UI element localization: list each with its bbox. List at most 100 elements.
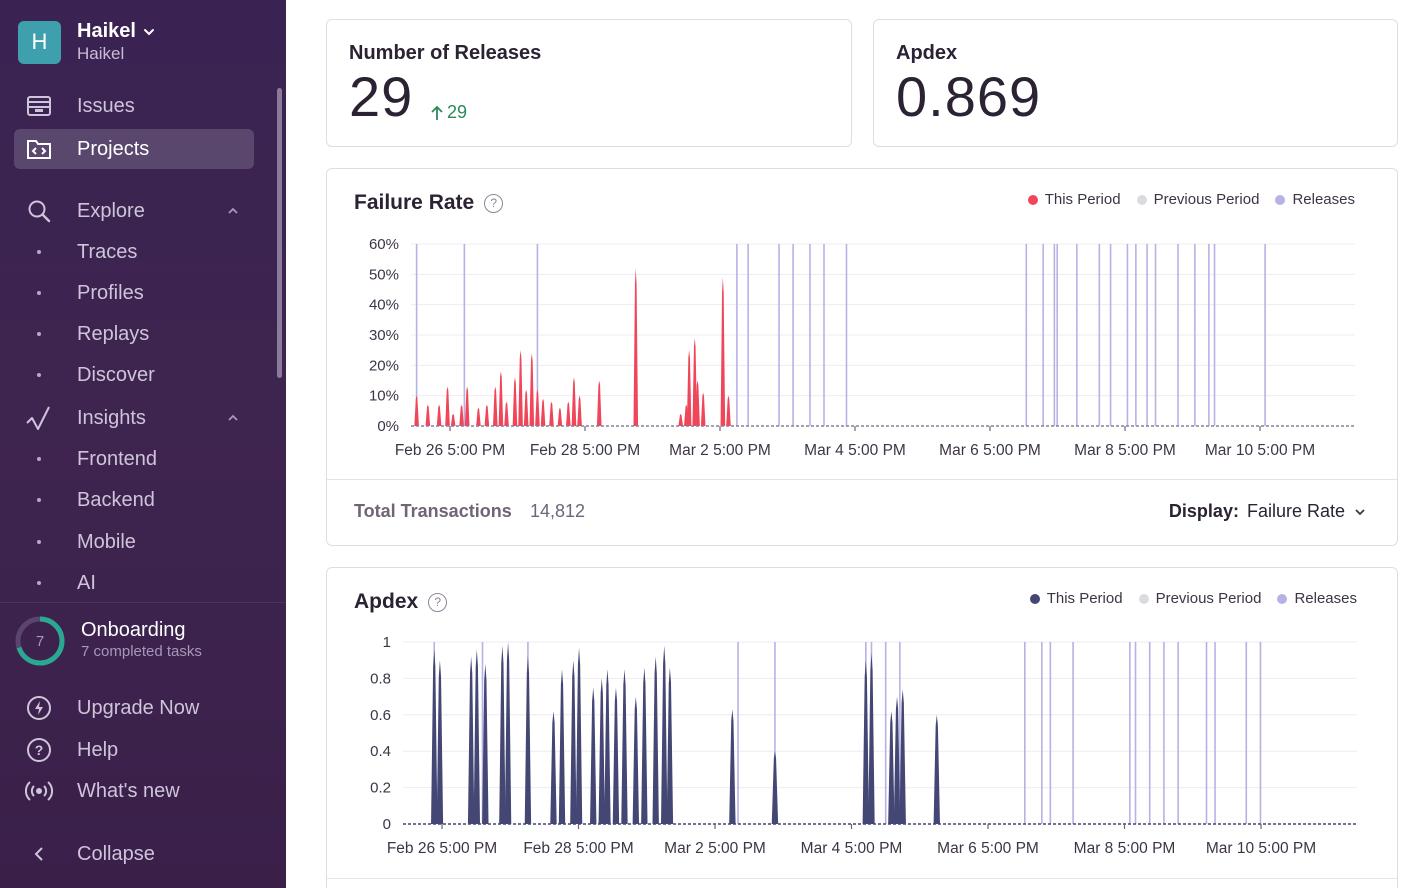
projects-icon xyxy=(14,137,64,161)
apdex-legend: This Period Previous Period Releases xyxy=(1014,590,1357,607)
x-tick-label: Mar 6 5:00 PM xyxy=(937,840,1039,857)
data-spike xyxy=(499,645,506,824)
data-spike xyxy=(899,689,906,824)
failure-rate-card: Failure Rate ? This Period Previous Peri… xyxy=(326,168,1398,546)
sidebar-item-label: Frontend xyxy=(77,447,158,470)
legend-item-releases[interactable]: Releases xyxy=(1275,191,1355,208)
y-tick-label: 20% xyxy=(369,357,399,374)
scrollbar-thumb[interactable] xyxy=(277,88,282,378)
failure-rate-chart[interactable]: 60% 50% 40% 30% 20% 10% 0% Feb 26 5:00 PM Feb 28… xyxy=(327,169,1399,479)
data-spike xyxy=(425,404,431,426)
legend-label: Previous Period xyxy=(1153,191,1260,208)
data-spike xyxy=(641,667,648,824)
data-spike xyxy=(862,660,870,824)
legend-item-previous-period[interactable]: Previous Period xyxy=(1136,191,1260,208)
failure-rate-title-text: Failure Rate xyxy=(354,191,475,214)
sidebar-item-label: Discover xyxy=(77,363,155,386)
x-tick-label: Mar 2 5:00 PM xyxy=(669,442,771,459)
legend-item-releases[interactable]: Releases xyxy=(1277,590,1357,607)
data-spike xyxy=(467,656,475,824)
data-spike xyxy=(512,377,518,426)
display-dropdown[interactable]: Display: Failure Rate xyxy=(1169,501,1367,522)
data-spike xyxy=(633,268,639,426)
bullet-dot xyxy=(37,332,41,336)
help-icon[interactable]: ? xyxy=(484,193,504,213)
failure-chart-footer: Total Transactions 14,812 Display: Failu… xyxy=(327,479,1397,545)
data-spike xyxy=(498,371,504,426)
legend-label: This Period xyxy=(1046,590,1123,607)
apdex-card: Apdex ? This Period Previous Period Rele… xyxy=(326,567,1398,888)
x-tick-label: Mar 4 5:00 PM xyxy=(801,840,903,857)
sidebar-item-explore[interactable]: Explore xyxy=(14,191,254,231)
sidebar-scrollbar[interactable] xyxy=(276,84,282,596)
apdex-stat-card: Apdex 0.869 xyxy=(873,19,1398,147)
legend-item-this-period[interactable]: This Period xyxy=(1029,590,1123,607)
org-switcher[interactable]: H Haikel Haikel xyxy=(18,20,156,64)
x-tick-label: Mar 8 5:00 PM xyxy=(1074,840,1176,857)
legend-item-this-period[interactable]: This Period xyxy=(1027,191,1121,208)
sidebar-item-traces[interactable]: Traces xyxy=(14,233,254,271)
legend-item-previous-period[interactable]: Previous Period xyxy=(1138,590,1261,607)
legend-swatch xyxy=(1027,194,1038,205)
chevron-up-icon[interactable] xyxy=(226,204,240,218)
y-tick-label: 0.4 xyxy=(370,743,391,760)
sidebar-item-profiles[interactable]: Profiles xyxy=(14,274,254,312)
collapse-button[interactable]: Collapse xyxy=(14,834,254,874)
legend-label: This Period xyxy=(1044,191,1121,208)
sidebar-item-label: Traces xyxy=(77,240,138,263)
apdex-chart[interactable]: 1 0.8 0.6 0.4 0.2 0 Feb 26 5:00 PM Feb 28 5:00 … xyxy=(327,568,1399,868)
sidebar-item-discover[interactable]: Discover xyxy=(14,356,254,394)
onboarding-panel[interactable]: 7 Onboarding 7 completed tasks xyxy=(0,602,286,682)
bullet-dot xyxy=(37,373,41,377)
legend-swatch xyxy=(1277,593,1288,604)
org-name: Haikel xyxy=(77,20,136,42)
bullet-dot xyxy=(37,250,41,254)
y-tick-label: 40% xyxy=(369,297,399,314)
sidebar-item-frontend[interactable]: Frontend xyxy=(14,440,254,478)
data-spike xyxy=(464,386,470,426)
sidebar-item-ai[interactable]: AI xyxy=(14,564,254,596)
data-spike xyxy=(571,377,577,426)
sidebar-item-mobile[interactable]: Mobile xyxy=(14,523,254,561)
data-spike xyxy=(933,714,940,824)
help-label: Help xyxy=(77,738,119,761)
y-tick-label: 0% xyxy=(377,418,399,435)
sidebar-item-label: AI xyxy=(77,571,96,594)
data-spike xyxy=(450,413,456,426)
data-spike xyxy=(612,687,620,824)
chevron-down-icon xyxy=(143,28,154,35)
org-subtitle: Haikel xyxy=(77,44,125,63)
issues-icon xyxy=(14,94,64,118)
y-tick-label: 0.6 xyxy=(370,707,391,724)
sidebar-item-insights[interactable]: Insights xyxy=(14,398,254,438)
chevron-up-icon[interactable] xyxy=(226,411,240,425)
data-spike xyxy=(771,751,779,824)
sidebar-item-replays[interactable]: Replays xyxy=(14,315,254,353)
data-spike xyxy=(652,656,659,824)
sidebar-item-backend[interactable]: Backend xyxy=(14,481,254,519)
data-spike xyxy=(414,395,419,426)
data-spike xyxy=(720,277,726,426)
data-spike xyxy=(504,642,512,824)
data-spike xyxy=(621,669,628,824)
data-spike xyxy=(482,663,489,824)
whats-new-button[interactable]: What's new xyxy=(14,771,254,811)
data-spike xyxy=(459,404,464,426)
bullet-dot xyxy=(37,457,41,461)
data-spike xyxy=(504,401,509,426)
y-tick-label: 60% xyxy=(369,236,399,253)
data-spike xyxy=(893,696,901,824)
upgrade-now-button[interactable]: Upgrade Now xyxy=(14,688,254,728)
x-tick-label: Feb 28 5:00 PM xyxy=(530,442,640,459)
help-icon[interactable]: ? xyxy=(428,592,448,612)
data-spike xyxy=(661,645,668,824)
legend-swatch xyxy=(1138,593,1149,604)
sidebar-item-label: Backend xyxy=(77,488,155,511)
help-button[interactable]: ? Help xyxy=(14,730,254,770)
lightning-icon xyxy=(14,695,64,721)
legend-swatch xyxy=(1275,194,1286,205)
data-spike xyxy=(575,647,583,824)
sidebar-item-issues[interactable]: Issues xyxy=(14,86,254,126)
display-label: Display: xyxy=(1168,501,1239,521)
sidebar-item-projects[interactable]: Projects xyxy=(14,129,254,169)
